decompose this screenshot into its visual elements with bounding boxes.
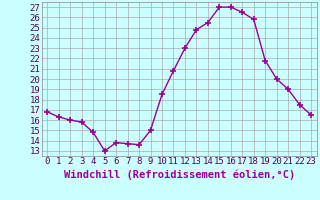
- X-axis label: Windchill (Refroidissement éolien,°C): Windchill (Refroidissement éolien,°C): [64, 169, 295, 180]
